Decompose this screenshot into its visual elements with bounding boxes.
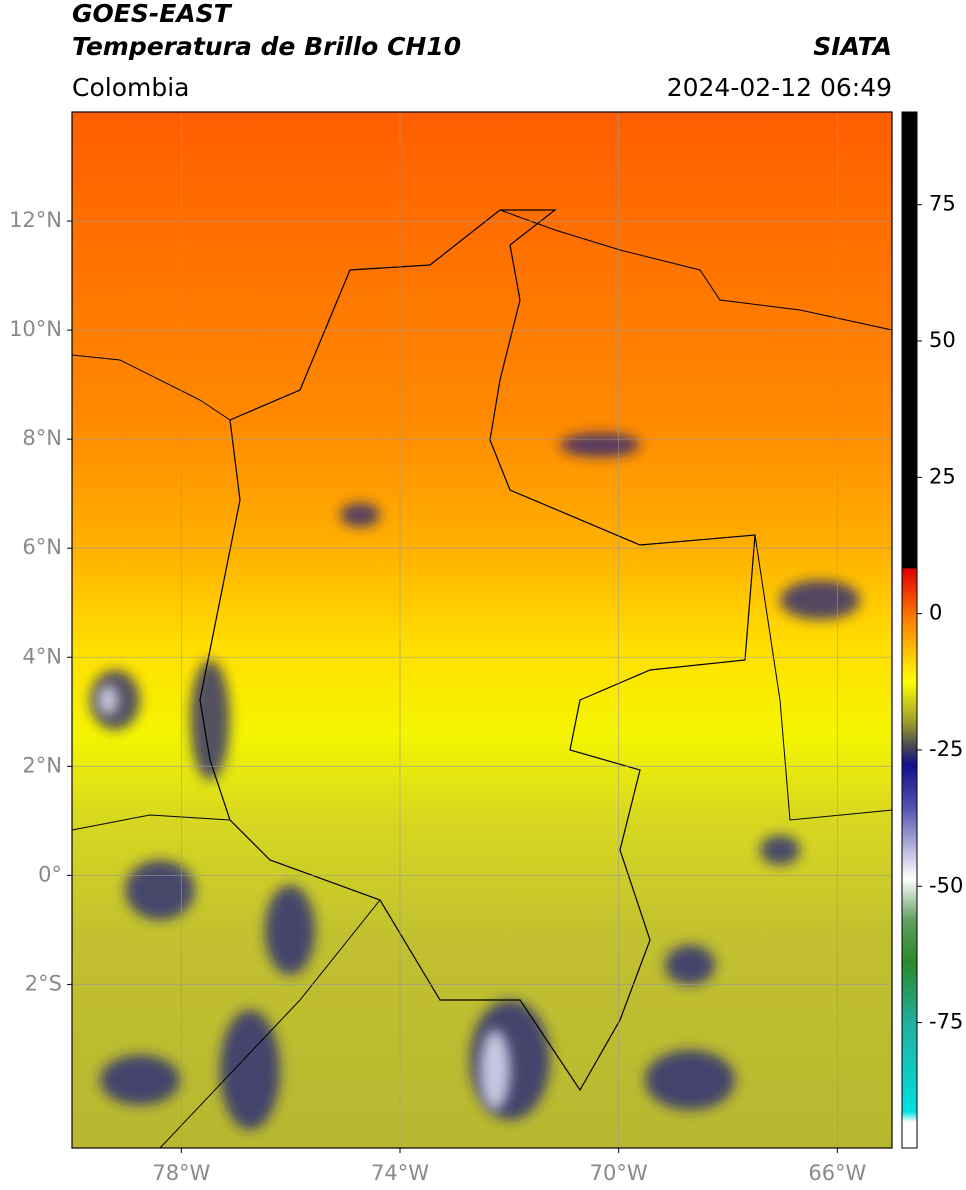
y-tick-label: 8°N (22, 426, 62, 450)
datetime: 2024-02-12 06:49 (667, 73, 892, 102)
source: SIATA (813, 32, 892, 61)
colorbar-tick-label: -50 (929, 873, 963, 897)
y-tick-label: 10°N (9, 317, 62, 341)
y-tick-label: 2°S (25, 971, 62, 995)
map-frame (71, 111, 893, 1149)
x-tick-label: 66°W (808, 1161, 866, 1185)
product: Temperatura de Brillo CH10 (72, 32, 461, 61)
colorbar-tick-label: 50 (929, 328, 956, 352)
colorbar-tick-label: -25 (929, 737, 963, 761)
colorbar (901, 111, 918, 1149)
graticule (72, 112, 892, 1148)
colorbar-tick-label: -75 (929, 1010, 963, 1034)
y-tick-label: 6°N (22, 535, 62, 559)
satellite-image (72, 112, 892, 1148)
x-tick-label: 74°W (371, 1161, 429, 1185)
region: Colombia (72, 73, 189, 102)
y-tick-label: 4°N (22, 644, 62, 668)
y-tick-label: 12°N (9, 208, 62, 232)
x-tick-label: 78°W (152, 1161, 210, 1185)
colorbar-tick-label: 0 (929, 601, 942, 625)
satellite: GOES-EAST (72, 0, 233, 28)
colorbar-tick-label: 25 (929, 464, 956, 488)
colorbar-tick-label: 75 (929, 192, 956, 216)
x-tick-label: 70°W (590, 1161, 648, 1185)
y-tick-label: 2°N (22, 753, 62, 777)
y-tick-label: 0° (38, 862, 62, 886)
